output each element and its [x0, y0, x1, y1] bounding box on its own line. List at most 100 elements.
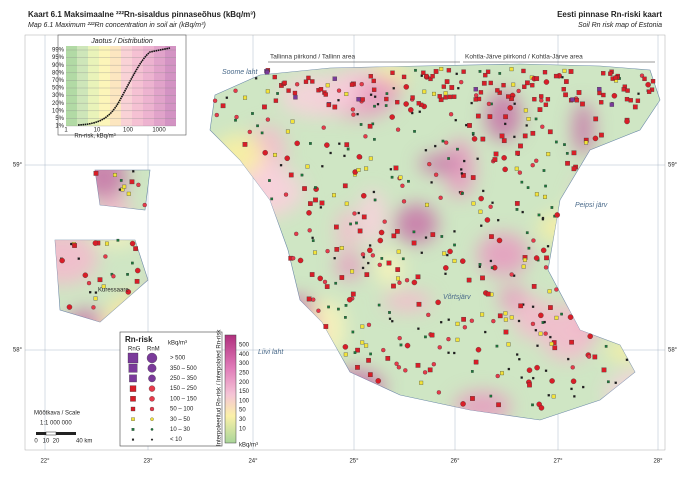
sample-point [294, 231, 299, 236]
sample-point [371, 122, 375, 126]
inset-band [88, 46, 99, 126]
sample-point [243, 95, 248, 100]
sample-point [420, 74, 423, 77]
sample-point [500, 371, 504, 376]
sample-point [344, 92, 349, 97]
sample-point [309, 142, 312, 145]
sample-point [463, 159, 466, 163]
sample-point [455, 321, 460, 326]
sample-point [567, 314, 574, 320]
sample-point [262, 104, 267, 110]
sample-point [72, 243, 77, 248]
sample-point [122, 184, 127, 189]
coast-point [542, 70, 548, 75]
sample-point [511, 82, 516, 87]
sample-point [503, 311, 508, 316]
sample-point [403, 368, 408, 373]
sample-point [92, 240, 99, 246]
sample-point [429, 332, 435, 338]
label: 100 – 150 [170, 396, 197, 402]
label: 23° [143, 459, 153, 465]
label: 400 [239, 352, 250, 358]
sample-point [103, 254, 108, 259]
sample-point [364, 166, 369, 171]
sample-point [430, 181, 433, 184]
sample-point [319, 200, 325, 206]
coast-point [371, 78, 376, 84]
sample-point [321, 125, 326, 130]
sample-point [543, 320, 546, 324]
sample-point [399, 343, 403, 347]
sample-point [212, 98, 218, 103]
sample-point [516, 88, 521, 94]
sample-point [487, 114, 493, 119]
sample-point [475, 346, 482, 353]
sample-point [338, 142, 341, 145]
sample-point [389, 114, 395, 120]
sample-point [446, 253, 449, 257]
legend-symbol [128, 363, 138, 373]
sample-point [470, 175, 476, 180]
sample-point [446, 337, 451, 342]
coast-point [539, 94, 544, 99]
sample-point [571, 166, 577, 172]
sample-point [372, 190, 376, 194]
coast-point [574, 98, 580, 103]
label: 26° [450, 459, 460, 465]
sample-point [485, 291, 491, 297]
sample-point [539, 98, 544, 103]
sample-point [497, 218, 500, 222]
sample-point [540, 124, 545, 129]
sample-point [580, 101, 585, 107]
label: 22° [40, 459, 50, 465]
sample-point [474, 93, 479, 98]
sample-point [523, 108, 528, 113]
sample-point [530, 321, 536, 327]
sample-point [444, 79, 450, 84]
sample-point [538, 405, 545, 411]
sample-point [367, 123, 373, 129]
inset-band [154, 46, 165, 126]
sample-point [408, 107, 414, 113]
sample-point [142, 202, 147, 208]
sample-point [403, 101, 409, 107]
sample-point [502, 166, 508, 173]
sample-point [357, 211, 360, 215]
sample-point [265, 117, 271, 122]
sample-point [544, 369, 548, 372]
risk-zone [358, 189, 386, 246]
sample-point [530, 163, 535, 168]
inset-band [99, 46, 110, 126]
sample-point [546, 245, 550, 248]
title: Rn-risk [125, 335, 153, 344]
sample-point [586, 354, 592, 359]
sample-point [562, 68, 567, 73]
sample-point [554, 287, 559, 292]
sample-point [480, 224, 483, 227]
coast-point [543, 102, 549, 107]
title: Mõõtkava / Scale [34, 411, 81, 417]
label: 500 [239, 343, 250, 349]
sample-point [344, 304, 348, 307]
sample-point [584, 140, 589, 145]
sample-point [478, 209, 483, 214]
sample-point [337, 307, 340, 311]
sample-point [520, 180, 524, 184]
coast-point [642, 76, 647, 82]
sample-point [343, 154, 346, 158]
sample-point [480, 312, 485, 317]
sample-point [541, 218, 545, 221]
risk-zone [394, 203, 438, 244]
coast-point [264, 70, 270, 75]
risk-zone [382, 291, 433, 312]
coast-point [609, 102, 615, 107]
sample-point [322, 279, 328, 285]
inset-band [121, 46, 132, 126]
coast-point [401, 74, 407, 80]
label: 99% [52, 48, 65, 54]
sample-point [313, 197, 318, 203]
sample-point [471, 131, 475, 135]
sample-point [436, 390, 442, 395]
sample-point [126, 191, 131, 196]
sample-point [488, 204, 493, 209]
